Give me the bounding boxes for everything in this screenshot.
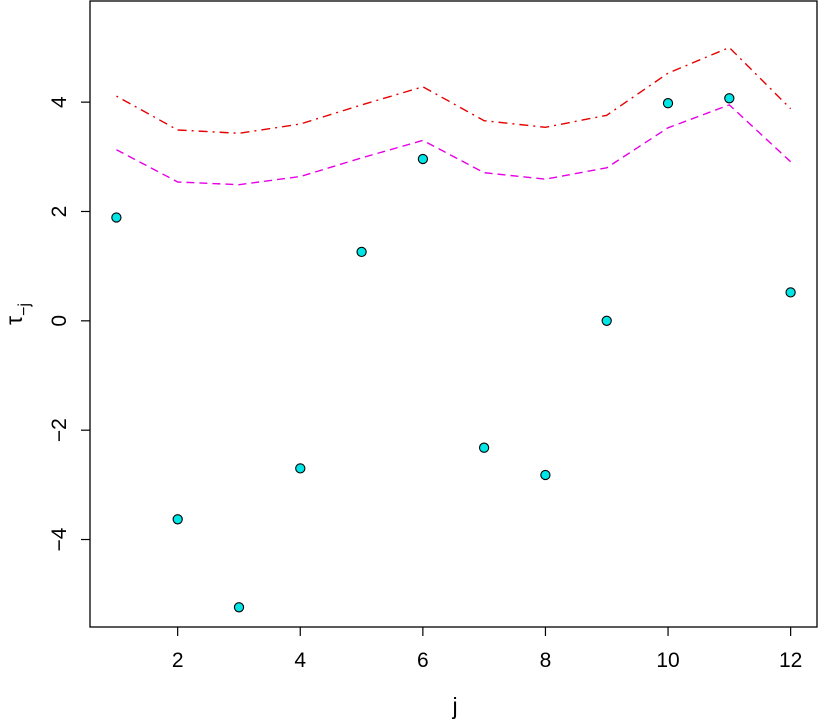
data-point	[724, 93, 735, 104]
x-tick-label: 4	[294, 649, 306, 672]
x-axis: 2 4 6 8 10 12	[172, 627, 802, 672]
y-tick-label: −2	[48, 418, 71, 442]
y-tick-label: 2	[48, 206, 71, 218]
data-point	[295, 463, 306, 474]
data-point	[417, 153, 429, 165]
reference-line-dotdash	[116, 46, 792, 135]
x-axis-title: j	[451, 693, 457, 719]
y-axis: −4 −2 0 2 4	[48, 96, 90, 552]
data-point	[478, 442, 490, 453]
data-points	[111, 93, 796, 613]
plot-frame	[89, 0, 818, 628]
x-tick-label: 6	[417, 649, 429, 672]
y-tick-label: 0	[48, 315, 71, 327]
data-point	[662, 98, 674, 109]
data-point	[111, 212, 122, 223]
data-point	[233, 602, 245, 613]
y-axis-title: τ−j	[1, 303, 33, 325]
data-point	[356, 246, 367, 258]
y-axis-title-subscript: −j	[16, 303, 33, 316]
x-tick-label: 10	[656, 649, 679, 672]
x-tick-label: 2	[172, 649, 184, 672]
data-point	[172, 514, 183, 525]
x-tick-label: 8	[540, 649, 552, 672]
data-point	[540, 469, 551, 481]
y-tick-label: 4	[48, 96, 71, 108]
reference-lines	[116, 46, 792, 186]
reference-line-dashed	[116, 104, 792, 186]
y-axis-title-main: τ	[1, 316, 27, 325]
data-point	[785, 287, 796, 298]
y-tick-label: −4	[48, 527, 71, 551]
x-tick-label: 12	[779, 649, 802, 672]
data-point	[601, 315, 612, 326]
